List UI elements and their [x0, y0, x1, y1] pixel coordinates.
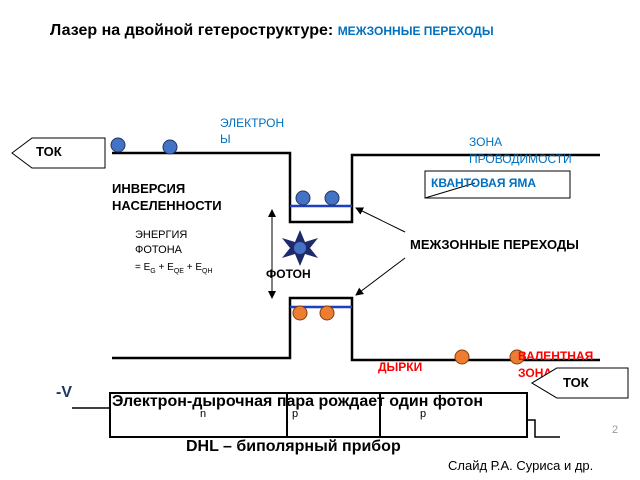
formula-sub: G — [150, 268, 156, 275]
photon-core — [294, 242, 306, 254]
subtitle: МЕЖЗОННЫЕ ПЕРЕХОДЫ — [337, 24, 494, 38]
formula-part: + E — [155, 262, 174, 273]
pointer — [355, 257, 406, 296]
valence-band — [112, 296, 600, 362]
conduction-label: ЗОНА ПРОВОДИМОСТИ — [469, 135, 572, 166]
voltage: -V — [56, 384, 72, 401]
formula-part: + E — [183, 262, 203, 273]
electrons-label: ЭЛЕКТРОНЫ — [220, 116, 285, 146]
formula-sub: QH — [202, 268, 213, 275]
title: Лазер на двойной гетероструктуре: МЕЖЗОН… — [50, 22, 494, 40]
holes — [292, 305, 525, 365]
layer-label: p — [420, 408, 427, 420]
photon-label: ФОТОН — [266, 267, 311, 281]
formula-part: = E — [135, 262, 151, 273]
device — [109, 392, 528, 438]
well-pointer — [424, 182, 476, 199]
title-text: Лазер на двойной гетероструктуре: — [50, 22, 338, 39]
layer-label: p — [292, 408, 299, 420]
well-label: КВАНТОВАЯ ЯМА — [431, 176, 537, 190]
credit: Слайд Р.А. Суриса и др. — [448, 458, 594, 473]
energy-label: ЭНЕРГИЯ ФОТОНА — [135, 229, 188, 256]
layer-label: n — [200, 408, 207, 420]
electrons — [110, 137, 340, 206]
conduction-band — [112, 151, 600, 224]
inversion-label: ИНВЕРСИЯ НАСЕЛЕННОСТИ — [112, 181, 222, 213]
interband-label: МЕЖЗОННЫЕ ПЕРЕХОДЫ — [410, 237, 579, 252]
current-arrow-left — [11, 137, 106, 169]
wire — [527, 419, 560, 438]
caption: Электрон-дырочная пара рождает один фото… — [112, 393, 484, 410]
holes-label: ДЫРКИ — [378, 360, 423, 374]
footer: DHL – биполярный прибор — [186, 438, 401, 455]
well-box — [424, 170, 571, 199]
formula-sub: QE — [173, 268, 184, 275]
current-label: ТОК — [563, 375, 589, 390]
page-number: 2 — [612, 424, 619, 436]
formula: = EG + EQE + EQH — [135, 262, 213, 275]
current-label: ТОК — [36, 144, 62, 159]
pointer — [355, 207, 406, 233]
